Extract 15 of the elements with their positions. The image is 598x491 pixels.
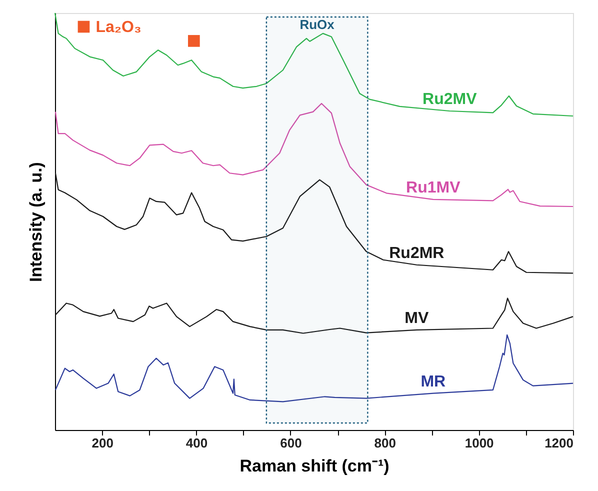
x-tick-label: 600 bbox=[280, 436, 302, 450]
series-label: Ru2MV bbox=[422, 90, 478, 108]
series-label: Ru1MV bbox=[406, 179, 461, 196]
series-label: Ru2MR bbox=[389, 244, 445, 262]
x-tick-label: 800 bbox=[374, 436, 396, 450]
x-tick-label: 1200 bbox=[544, 436, 574, 450]
series-label: MV bbox=[404, 310, 429, 327]
series-label: La₂O₃ bbox=[96, 18, 142, 36]
x-tick-label: 200 bbox=[92, 436, 114, 450]
x-axis-title: Raman shift (cm⁻¹) bbox=[240, 456, 390, 476]
x-tick-label: 400 bbox=[186, 436, 208, 450]
x-tick-label: 1000 bbox=[464, 436, 494, 450]
band-label: RuOx bbox=[300, 17, 336, 32]
series-label: MR bbox=[420, 373, 446, 390]
y-axis-title: Intensity (a. u.) bbox=[26, 162, 46, 282]
